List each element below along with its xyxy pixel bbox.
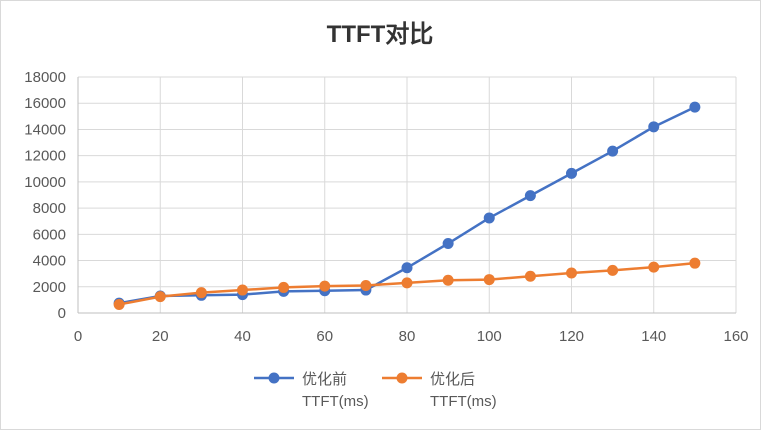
data-point	[237, 284, 248, 296]
y-tick-label: 0	[58, 305, 66, 322]
x-tick-label: 100	[477, 328, 502, 345]
y-tick-label: 2000	[33, 279, 66, 296]
data-point	[524, 190, 536, 202]
y-axis-ticks: 0 2000 4000 6000 8000 10000 12000 14000 16000 180…	[24, 69, 66, 322]
legend-item-2: 优化后 TTFT(ms)	[382, 371, 497, 410]
x-tick-label: 120	[559, 328, 584, 345]
legend-label: TTFT(ms)	[430, 393, 497, 410]
x-tick-label: 20	[152, 328, 169, 345]
data-point	[278, 281, 290, 293]
data-point	[689, 101, 701, 113]
data-point	[401, 262, 413, 274]
data-point	[648, 121, 660, 133]
data-point	[648, 261, 660, 273]
x-tick-label: 40	[234, 328, 251, 345]
series-layer	[113, 101, 701, 310]
data-point	[483, 274, 495, 286]
y-tick-label: 4000	[33, 253, 66, 270]
legend-label: 优化前	[302, 371, 347, 388]
data-point	[442, 274, 454, 286]
x-tick-label: 0	[74, 328, 82, 345]
legend-label: TTFT(ms)	[302, 393, 369, 410]
data-point	[401, 277, 413, 289]
data-point	[566, 267, 577, 279]
axes	[77, 77, 736, 314]
y-tick-label: 10000	[24, 174, 66, 191]
data-point	[360, 279, 372, 291]
legend: 优化前 TTFT(ms) 优化后 TTFT(ms)	[254, 371, 497, 410]
data-point	[195, 287, 207, 299]
series-2	[113, 257, 701, 310]
x-tick-label: 140	[641, 328, 666, 345]
data-point	[319, 280, 331, 292]
data-point	[483, 212, 495, 224]
y-tick-label: 18000	[24, 69, 66, 86]
legend-item-1: 优化前 TTFT(ms)	[254, 371, 369, 410]
x-axis-ticks: 0 20 40 60 80 100 120 140 160	[74, 328, 749, 345]
legend-marker	[396, 372, 408, 384]
data-point	[154, 291, 166, 303]
x-tick-label: 60	[316, 328, 333, 345]
x-tick-label: 80	[399, 328, 416, 345]
chart-title: TTFT对比	[327, 21, 434, 48]
data-point	[607, 264, 619, 276]
data-point	[442, 238, 454, 250]
data-point	[607, 145, 619, 157]
data-point	[689, 257, 701, 269]
data-point	[113, 298, 125, 310]
y-tick-label: 8000	[33, 200, 66, 217]
data-point	[566, 167, 577, 179]
x-tick-label: 160	[723, 328, 748, 345]
legend-marker	[268, 372, 280, 384]
data-point	[524, 270, 536, 282]
y-tick-label: 6000	[33, 226, 66, 243]
y-tick-label: 16000	[24, 95, 66, 112]
gridlines	[78, 76, 737, 313]
y-tick-label: 14000	[24, 121, 66, 138]
y-tick-label: 12000	[24, 148, 66, 165]
legend-label: 优化后	[430, 371, 475, 388]
